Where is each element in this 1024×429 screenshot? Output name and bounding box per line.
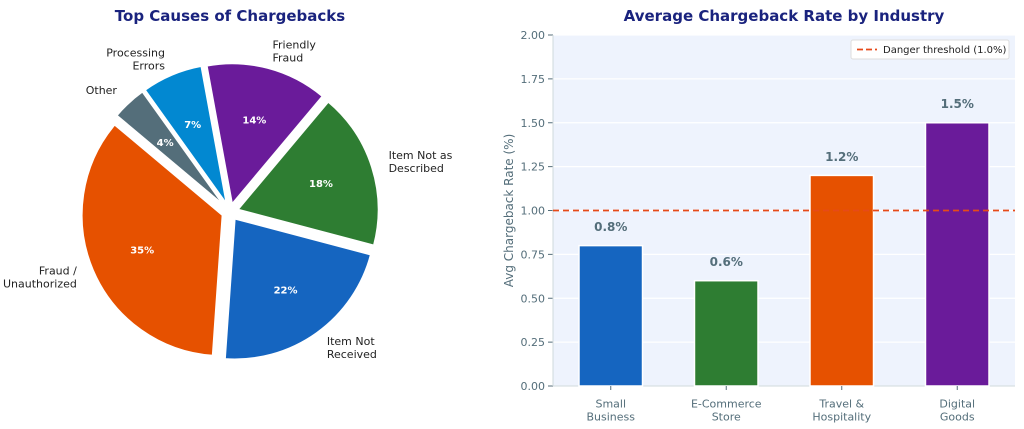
pie-category-label: Item Not as Described (389, 149, 453, 175)
pie-slice (115, 90, 226, 207)
bar (693, 279, 759, 387)
x-tick-label: Small Business (586, 398, 635, 424)
x-tick-label: E-Commerce Store (691, 398, 762, 424)
bar-value-label: 0.6% (710, 255, 743, 269)
bar-title: Average Chargeback Rate by Industry (624, 7, 945, 25)
y-tick-label: 0.25 (521, 336, 546, 349)
bar (924, 122, 990, 387)
bar (809, 174, 875, 387)
y-axis-label: Avg Chargeback Rate (%) (502, 134, 516, 288)
pie-value-label: 14% (242, 116, 266, 127)
pie-category-label: Processing Errors (106, 46, 165, 72)
bar-value-label: 1.5% (941, 97, 974, 111)
bar-value-label: 0.8% (594, 220, 627, 234)
bar-value-label: 1.2% (825, 150, 858, 164)
y-tick-label: 1.25 (521, 161, 546, 174)
pie-title: Top Causes of Chargebacks (115, 7, 345, 25)
pie-slice (223, 217, 373, 361)
pie-category-label: Fraud / Unauthorized (3, 265, 77, 291)
y-tick-label: 2.00 (521, 29, 546, 42)
y-tick-label: 0.75 (521, 248, 546, 261)
pie-slice (143, 64, 228, 206)
pie-category-label: Other (86, 84, 118, 97)
y-tick-label: 1.75 (521, 73, 546, 86)
y-tick-label: 0.50 (521, 292, 546, 305)
x-tick-label: Travel & Hospitality (812, 398, 871, 424)
y-tick-label: 0.00 (521, 380, 546, 393)
pie-category-label: Friendly Fraud (273, 39, 317, 65)
pie-value-label: 7% (184, 120, 201, 131)
pie-category-label: Item Not Received (327, 335, 377, 361)
y-tick-label: 1.00 (521, 205, 546, 218)
pie-value-label: 18% (309, 179, 333, 190)
pie-value-label: 35% (130, 245, 154, 256)
pie-slice (80, 123, 224, 357)
pie-slice (235, 100, 380, 247)
legend-box (850, 39, 1010, 60)
x-tick-label: Digital Goods (939, 398, 975, 424)
pie-value-label: 4% (157, 138, 174, 149)
pie-slice (205, 62, 325, 207)
y-tick-label: 1.50 (521, 117, 546, 130)
legend-label: Danger threshold (1.0%) (883, 45, 1007, 56)
pie-value-label: 22% (274, 286, 298, 297)
bar (578, 244, 644, 387)
